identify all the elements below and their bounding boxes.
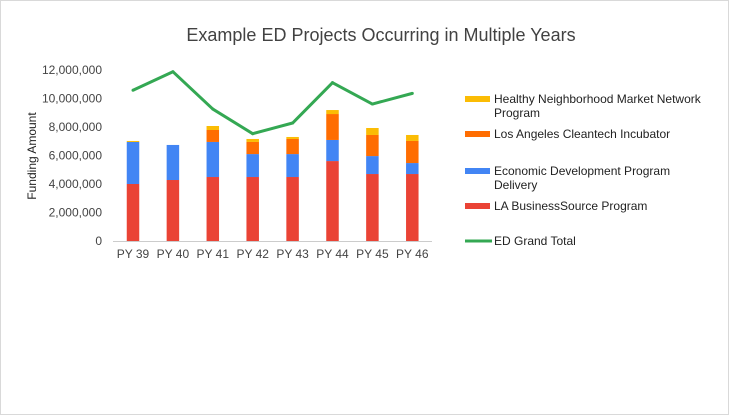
bar-segment[interactable]: [286, 136, 299, 139]
bar-segment[interactable]: [206, 129, 220, 142]
bar-segment[interactable]: [286, 138, 299, 155]
bar-segment[interactable]: [246, 177, 259, 241]
legend-swatch: [465, 168, 490, 174]
y-axis-ticks: 0 2,000,000 4,000,000 6,000,000 8,000,000 10,…: [42, 63, 102, 248]
line-point[interactable]: [251, 132, 255, 136]
bar-segment[interactable]: [326, 139, 339, 162]
bar-segment[interactable]: [406, 140, 419, 164]
y-tick-label: 4,000,000: [49, 177, 103, 191]
bar-segment[interactable]: [406, 134, 419, 141]
bar-segment[interactable]: [166, 180, 180, 241]
legend-label: Delivery: [494, 178, 537, 192]
legend-label: Healthy Neighborhood Market Network: [494, 92, 702, 106]
bar-segment[interactable]: [286, 177, 299, 241]
x-tick-label: PY 46: [396, 247, 429, 261]
bar-segment[interactable]: [326, 114, 339, 140]
line-point[interactable]: [331, 81, 334, 85]
bar-segment[interactable]: [166, 144, 180, 181]
line-point[interactable]: [131, 88, 135, 92]
legend-item[interactable]: Los Angeles Cleantech Incubator: [465, 127, 670, 141]
line-point[interactable]: [171, 70, 175, 74]
legend-label: Economic Development Program: [494, 164, 670, 178]
legend-item[interactable]: LA BusinessSource Program: [465, 199, 647, 213]
line-series: [131, 70, 414, 136]
line-point[interactable]: [211, 107, 215, 111]
x-tick-label: PY 41: [197, 247, 230, 261]
x-axis-ticks: PY 39 PY 40 PY 41 PY 42 PY 43 PY 44 PY 45 PY 46: [117, 247, 429, 261]
chart-title: Example ED Projects Occurring in Multipl…: [186, 25, 575, 45]
bar-segment[interactable]: [286, 154, 299, 178]
legend-label: Program: [494, 106, 540, 120]
x-tick-label: PY 43: [276, 247, 309, 261]
legend-label: LA BusinessSource Program: [494, 199, 647, 213]
bar-segment[interactable]: [246, 154, 259, 178]
y-tick-label: 6,000,000: [49, 149, 103, 163]
bar-segment[interactable]: [326, 161, 339, 241]
x-tick-label: PY 45: [356, 247, 389, 261]
bar-segment[interactable]: [206, 141, 220, 178]
legend-item[interactable]: Healthy Neighborhood Market NetworkProgr…: [465, 92, 702, 120]
bar-segment[interactable]: [126, 141, 140, 184]
x-tick-label: PY 44: [316, 247, 349, 261]
bar-segment[interactable]: [246, 141, 259, 155]
bar-segment[interactable]: [366, 134, 379, 157]
legend-item[interactable]: ED Grand Total: [465, 234, 576, 248]
legend-swatch: [465, 203, 490, 209]
line-point[interactable]: [291, 121, 295, 125]
y-tick-label: 2,000,000: [49, 206, 103, 220]
line-point[interactable]: [410, 91, 414, 95]
bar-segment[interactable]: [406, 163, 419, 175]
y-tick-label: 12,000,000: [42, 63, 102, 77]
bar-segment[interactable]: [206, 126, 220, 130]
bar-segment[interactable]: [366, 156, 379, 175]
bar-segment[interactable]: [406, 174, 419, 241]
bar-segment[interactable]: [246, 138, 259, 142]
legend-swatch: [465, 131, 490, 137]
line-ed-grand-total[interactable]: [132, 70, 413, 136]
x-tick-label: PY 39: [117, 247, 150, 261]
bar-segment[interactable]: [366, 174, 379, 241]
y-axis-title: Funding Amount: [25, 112, 39, 200]
legend-label: Los Angeles Cleantech Incubator: [494, 127, 670, 141]
x-tick-label: PY 42: [236, 247, 269, 261]
legend: Healthy Neighborhood Market NetworkProgr…: [465, 92, 702, 248]
bar-segment[interactable]: [126, 184, 140, 241]
y-tick-label: 10,000,000: [42, 92, 102, 106]
bars: [126, 110, 419, 241]
legend-label: ED Grand Total: [494, 234, 576, 248]
y-tick-label: 0: [95, 234, 102, 248]
bar-segment[interactable]: [326, 110, 339, 115]
line-point[interactable]: [370, 102, 374, 106]
bar-segment[interactable]: [366, 127, 379, 135]
legend-swatch: [465, 96, 490, 102]
x-tick-label: PY 40: [157, 247, 190, 261]
bar-segment[interactable]: [206, 177, 220, 241]
y-tick-label: 8,000,000: [49, 120, 103, 134]
bar-segment[interactable]: [126, 140, 140, 142]
